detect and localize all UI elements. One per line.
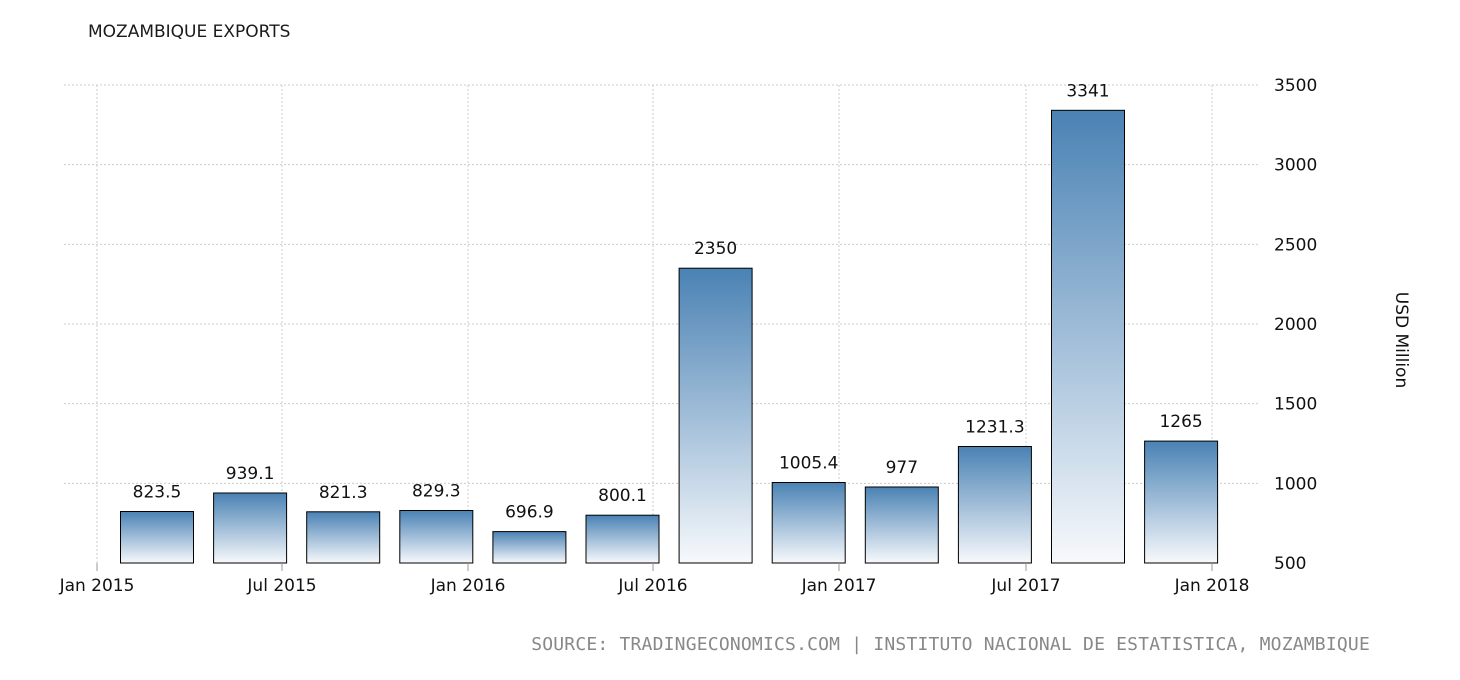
bar <box>1051 109 1125 564</box>
bar <box>120 511 194 564</box>
chart-title: MOZAMBIQUE EXPORTS <box>88 22 291 42</box>
x-tick-label: Jan 2017 <box>801 576 877 596</box>
bar <box>213 492 288 564</box>
y-tick-label: 2000 <box>1274 315 1317 335</box>
y-axis-ticks: 500 1000 1500 2000 2500 3000 3500 <box>1274 76 1317 574</box>
data-label: 977 <box>886 458 918 478</box>
data-label: 939.1 <box>226 464 275 484</box>
bar <box>864 486 939 564</box>
y-tick-label: 3500 <box>1274 76 1317 96</box>
grid-lines <box>64 84 1258 563</box>
data-label: 2350 <box>694 239 737 259</box>
x-tick-label: Jul 2015 <box>246 576 316 596</box>
y-tick-label: 500 <box>1274 554 1306 574</box>
bar <box>492 531 567 564</box>
y-tick-label: 2500 <box>1274 235 1317 255</box>
x-tick-label: Jul 2017 <box>990 576 1060 596</box>
y-tick-label: 1000 <box>1274 474 1317 494</box>
data-labels: 823.5 939.1 821.3 829.3 696.9 800.1 2350 1005.4… <box>133 81 1203 522</box>
data-label: 823.5 <box>133 483 182 503</box>
data-label: 1231.3 <box>965 418 1024 438</box>
bars <box>120 109 1219 564</box>
bar <box>678 267 753 564</box>
y-tick-label: 1500 <box>1274 395 1317 415</box>
y-axis-title: USD Million <box>1391 292 1411 388</box>
bar <box>957 446 1032 564</box>
x-tick-label: Jan 2016 <box>430 576 506 596</box>
data-label: 800.1 <box>598 486 647 506</box>
data-label: 1265 <box>1159 412 1202 432</box>
bar <box>399 510 474 564</box>
bar <box>1144 440 1219 564</box>
bar <box>585 514 660 564</box>
x-tick-label: Jul 2016 <box>617 576 687 596</box>
bar <box>771 482 846 564</box>
data-label: 821.3 <box>319 483 368 503</box>
data-label: 696.9 <box>505 503 554 523</box>
x-tick-label: Jan 2018 <box>1174 576 1250 596</box>
x-tick-label: Jan 2015 <box>59 576 135 596</box>
data-label: 3341 <box>1066 81 1109 101</box>
data-label: 1005.4 <box>779 454 838 474</box>
data-label: 829.3 <box>412 482 461 502</box>
source-note: SOURCE: TRADINGECONOMICS.COM | INSTITUTO… <box>531 634 1370 655</box>
bar <box>306 511 381 564</box>
x-axis-ticks: Jan 2015 Jul 2015 Jan 2016 Jul 2016 Jan 2017… <box>59 563 1250 596</box>
y-tick-label: 3000 <box>1274 156 1317 176</box>
